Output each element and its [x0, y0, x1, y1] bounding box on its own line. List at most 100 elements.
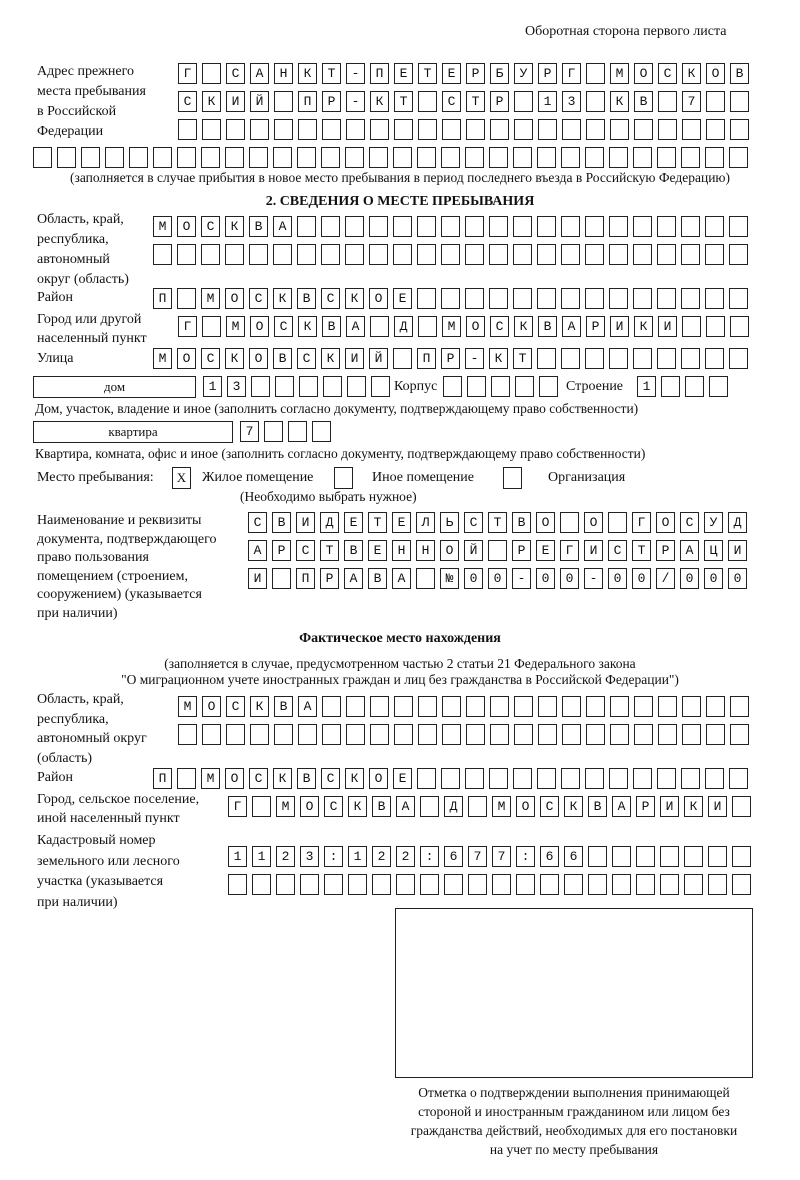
- char-cell[interactable]: [345, 118, 366, 141]
- char-cell[interactable]: [368, 287, 389, 310]
- stay-option-residential-checkbox[interactable]: X: [172, 467, 191, 489]
- char-cell[interactable]: [177, 315, 198, 338]
- char-cell[interactable]: [248, 243, 269, 266]
- char-cell[interactable]: [287, 420, 308, 443]
- char-cell[interactable]: [607, 567, 628, 590]
- char-cell[interactable]: [415, 539, 436, 562]
- char-cell[interactable]: [657, 118, 678, 141]
- char-cell[interactable]: [419, 873, 440, 896]
- char-cell[interactable]: [344, 767, 365, 790]
- char-cell[interactable]: [200, 347, 221, 370]
- char-cell[interactable]: [587, 795, 608, 818]
- char-cell[interactable]: [515, 845, 536, 868]
- char-cell[interactable]: [152, 767, 173, 790]
- char-cell[interactable]: [537, 723, 558, 746]
- char-cell[interactable]: [297, 695, 318, 718]
- char-cell[interactable]: [275, 873, 296, 896]
- char-cell[interactable]: [729, 62, 750, 85]
- char-cell[interactable]: [515, 795, 536, 818]
- char-cell[interactable]: [729, 695, 750, 718]
- char-cell[interactable]: [201, 723, 222, 746]
- char-cell[interactable]: [344, 347, 365, 370]
- char-cell[interactable]: [731, 795, 752, 818]
- char-cell[interactable]: [442, 375, 463, 398]
- char-cell[interactable]: [371, 795, 392, 818]
- char-cell[interactable]: [535, 567, 556, 590]
- char-cell[interactable]: [512, 287, 533, 310]
- char-cell[interactable]: [559, 511, 580, 534]
- char-cell[interactable]: [369, 118, 390, 141]
- char-cell[interactable]: [371, 873, 392, 896]
- char-cell[interactable]: [512, 146, 533, 169]
- char-cell[interactable]: [683, 795, 704, 818]
- char-cell[interactable]: [488, 347, 509, 370]
- char-cell[interactable]: [343, 567, 364, 590]
- char-cell[interactable]: [224, 215, 245, 238]
- char-cell[interactable]: [201, 695, 222, 718]
- char-cell[interactable]: [369, 723, 390, 746]
- char-cell[interactable]: [248, 215, 269, 238]
- char-cell[interactable]: [176, 287, 197, 310]
- char-cell[interactable]: [320, 767, 341, 790]
- char-cell[interactable]: [251, 873, 272, 896]
- char-cell[interactable]: [561, 315, 582, 338]
- char-cell[interactable]: [275, 845, 296, 868]
- char-cell[interactable]: [296, 347, 317, 370]
- char-cell[interactable]: [635, 845, 656, 868]
- char-cell[interactable]: [297, 90, 318, 113]
- char-cell[interactable]: [657, 90, 678, 113]
- char-cell[interactable]: [200, 767, 221, 790]
- char-cell[interactable]: [609, 723, 630, 746]
- char-cell[interactable]: [152, 287, 173, 310]
- char-cell[interactable]: [464, 215, 485, 238]
- char-cell[interactable]: [704, 215, 725, 238]
- char-cell[interactable]: [560, 243, 581, 266]
- char-cell[interactable]: [513, 315, 534, 338]
- char-cell[interactable]: [415, 567, 436, 590]
- char-cell[interactable]: [419, 795, 440, 818]
- char-cell[interactable]: [489, 90, 510, 113]
- char-cell[interactable]: [371, 845, 392, 868]
- char-cell[interactable]: [201, 62, 222, 85]
- char-cell[interactable]: [511, 511, 532, 534]
- char-cell[interactable]: [561, 62, 582, 85]
- char-cell[interactable]: [392, 347, 413, 370]
- char-cell[interactable]: [347, 795, 368, 818]
- char-cell[interactable]: [659, 845, 680, 868]
- char-cell[interactable]: [392, 767, 413, 790]
- char-cell[interactable]: [323, 845, 344, 868]
- char-cell[interactable]: [609, 315, 630, 338]
- char-cell[interactable]: [585, 62, 606, 85]
- char-cell[interactable]: [177, 90, 198, 113]
- char-cell[interactable]: [584, 215, 605, 238]
- char-cell[interactable]: [368, 243, 389, 266]
- char-cell[interactable]: [608, 243, 629, 266]
- char-cell[interactable]: [56, 146, 77, 169]
- char-cell[interactable]: [323, 795, 344, 818]
- char-cell[interactable]: [263, 420, 284, 443]
- char-cell[interactable]: [321, 315, 342, 338]
- char-cell[interactable]: [659, 795, 680, 818]
- char-cell[interactable]: [272, 215, 293, 238]
- char-cell[interactable]: [608, 146, 629, 169]
- char-cell[interactable]: [250, 375, 271, 398]
- char-cell[interactable]: [416, 215, 437, 238]
- char-cell[interactable]: [463, 567, 484, 590]
- char-cell[interactable]: [320, 215, 341, 238]
- char-cell[interactable]: [681, 315, 702, 338]
- char-cell[interactable]: [393, 723, 414, 746]
- char-cell[interactable]: [441, 723, 462, 746]
- char-cell[interactable]: [463, 539, 484, 562]
- char-cell[interactable]: [321, 118, 342, 141]
- char-cell[interactable]: [441, 118, 462, 141]
- char-cell[interactable]: [465, 723, 486, 746]
- char-cell[interactable]: [249, 723, 270, 746]
- char-cell[interactable]: [465, 118, 486, 141]
- char-cell[interactable]: [633, 723, 654, 746]
- char-cell[interactable]: [299, 795, 320, 818]
- char-cell[interactable]: [681, 118, 702, 141]
- char-cell[interactable]: [467, 845, 488, 868]
- house-type-field[interactable]: дом: [33, 376, 196, 398]
- char-cell[interactable]: [32, 146, 53, 169]
- char-cell[interactable]: [201, 315, 222, 338]
